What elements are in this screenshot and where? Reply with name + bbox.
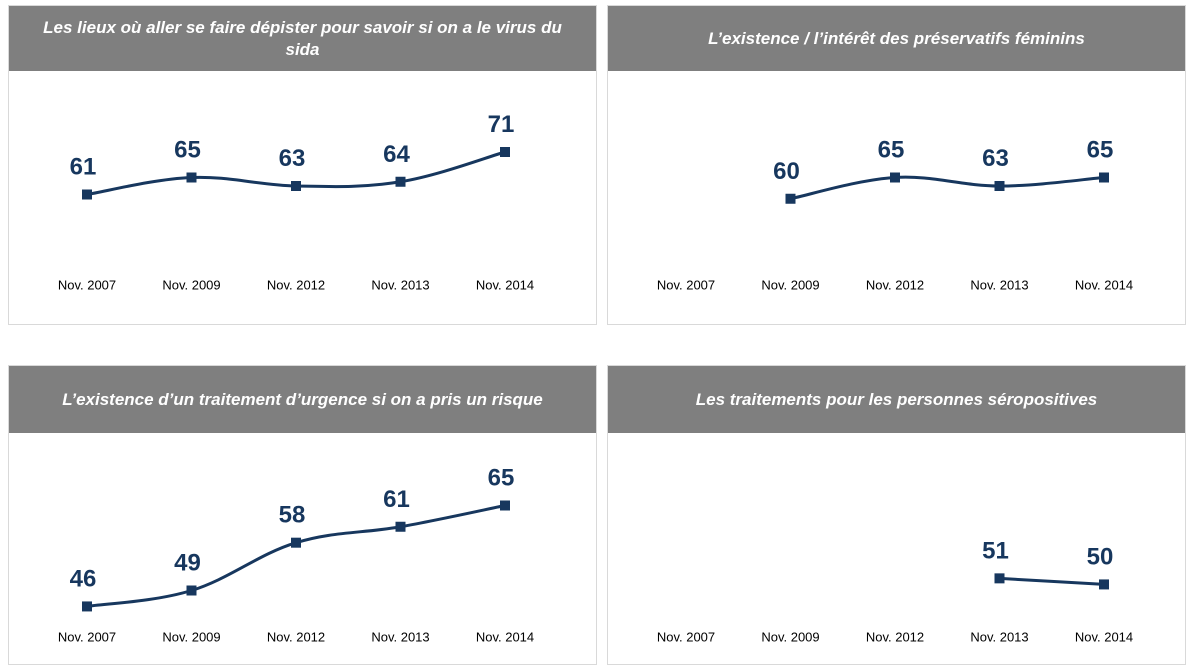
marker bbox=[890, 172, 900, 183]
marker bbox=[994, 181, 1005, 191]
data-label: 65 bbox=[488, 465, 515, 492]
chart: Nov. 2007 Nov. 2009 Nov. 2012 Nov. 2013 Nov.… bbox=[657, 537, 1133, 644]
marker bbox=[500, 147, 510, 157]
chart-panel: L’existence d’un traitement d’urgence si… bbox=[8, 365, 597, 665]
x-tick-label: Nov. 2007 bbox=[657, 277, 715, 292]
marker bbox=[1099, 172, 1109, 183]
data-label: 64 bbox=[383, 141, 410, 168]
data-label: 50 bbox=[1087, 543, 1114, 570]
chart-panel: L’existence / l’intérêt des préservatifs… bbox=[607, 5, 1186, 325]
x-tick-label: Nov. 2012 bbox=[267, 629, 325, 644]
marker bbox=[291, 537, 301, 548]
marker bbox=[291, 181, 301, 191]
x-tick-label: Nov. 2013 bbox=[970, 629, 1028, 644]
x-tick-label: Nov. 2009 bbox=[761, 277, 819, 292]
x-tick-label: Nov. 2012 bbox=[267, 277, 325, 292]
x-tick-label: Nov. 2007 bbox=[58, 277, 116, 292]
chart-title: L’existence d’un traitement d’urgence si… bbox=[9, 366, 596, 433]
data-label: 60 bbox=[773, 158, 800, 185]
x-tick-label: Nov. 2012 bbox=[866, 629, 924, 644]
x-tick-label: Nov. 2009 bbox=[162, 277, 220, 292]
marker bbox=[186, 172, 197, 183]
data-label: 51 bbox=[982, 537, 1009, 564]
data-label: 58 bbox=[279, 502, 306, 529]
marker bbox=[82, 189, 92, 200]
chart-title: Les traitements pour les personnes sérop… bbox=[608, 366, 1185, 433]
chart-title: Les lieux où aller se faire dépister pou… bbox=[9, 6, 596, 71]
data-label: 61 bbox=[70, 154, 97, 181]
x-tick-label: Nov. 2012 bbox=[866, 277, 924, 292]
marker bbox=[500, 500, 510, 511]
data-label: 49 bbox=[174, 550, 201, 577]
marker bbox=[82, 601, 92, 612]
data-label: 63 bbox=[982, 145, 1009, 172]
marker bbox=[785, 193, 796, 204]
x-tick-label: Nov. 2007 bbox=[58, 629, 116, 644]
x-tick-label: Nov. 2009 bbox=[761, 629, 819, 644]
chart: Nov. 2007 Nov. 2009 Nov. 2012 Nov. 2013 Nov.… bbox=[58, 465, 534, 645]
chart: Nov. 2007 Nov. 2009 Nov. 2012 Nov. 2013 Nov.… bbox=[58, 111, 534, 292]
marker bbox=[994, 573, 1005, 584]
x-tick-label: Nov. 2014 bbox=[476, 629, 534, 644]
x-tick-label: Nov. 2014 bbox=[476, 277, 534, 292]
x-tick-label: Nov. 2014 bbox=[1075, 277, 1133, 292]
chart-title: L’existence / l’intérêt des préservatifs… bbox=[608, 6, 1185, 71]
chart-panel: Les lieux où aller se faire dépister pou… bbox=[8, 5, 597, 325]
data-label: 65 bbox=[1087, 137, 1114, 164]
data-label: 71 bbox=[488, 111, 515, 138]
chart: Nov. 2007 Nov. 2009 Nov. 2012 Nov. 2013 Nov.… bbox=[657, 137, 1133, 293]
marker bbox=[395, 521, 406, 532]
data-label: 63 bbox=[279, 145, 306, 172]
x-tick-label: Nov. 2007 bbox=[657, 629, 715, 644]
line bbox=[790, 175, 1105, 201]
marker bbox=[1099, 579, 1109, 590]
data-label: 61 bbox=[383, 486, 410, 513]
x-tick-label: Nov. 2013 bbox=[371, 277, 429, 292]
x-tick-label: Nov. 2014 bbox=[1075, 629, 1133, 644]
chart-panel: Les traitements pour les personnes sérop… bbox=[607, 365, 1186, 665]
marker bbox=[186, 585, 197, 596]
marker bbox=[395, 176, 406, 187]
x-tick-label: Nov. 2009 bbox=[162, 629, 220, 644]
data-label: 65 bbox=[174, 137, 201, 164]
x-tick-label: Nov. 2013 bbox=[371, 629, 429, 644]
line bbox=[999, 576, 1105, 586]
data-label: 65 bbox=[878, 137, 905, 164]
x-tick-label: Nov. 2013 bbox=[970, 277, 1028, 292]
data-label: 46 bbox=[70, 565, 97, 592]
